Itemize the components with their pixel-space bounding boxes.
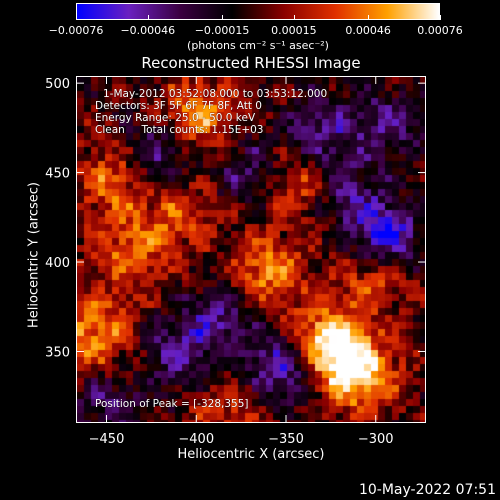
- chart-title: Reconstructed RHESSI Image: [141, 54, 361, 72]
- x-tick-label: −350: [268, 432, 304, 447]
- y-tick-label: 450: [45, 167, 70, 182]
- colorbar-tick-mark: [147, 15, 149, 20]
- annotation-time-range: 1-May-2012 03:52:08.000 to 03:53:12.000: [103, 88, 328, 100]
- colorbar-tick-mark: [222, 15, 224, 20]
- annotation-peak-position: Position of Peak = [-328,355]: [95, 398, 249, 410]
- colorbar-tick-label: −0.00046: [120, 24, 176, 37]
- colorbar-unit-label: (photons cm⁻² s⁻¹ asec⁻²): [187, 39, 329, 52]
- heatmap-image: [77, 77, 425, 422]
- colorbar-tick-mark: [368, 15, 370, 20]
- annotation-detectors: Detectors: 3F 5F 6F 7F 8F, Att 0: [95, 100, 262, 112]
- annotation-energy: Energy Range: 25.0 - 50.0 keV: [95, 112, 256, 124]
- x-tick-label: −450: [89, 432, 125, 447]
- heatmap-plot-area: 1-May-2012 03:52:08.000 to 03:53:12.000 …: [76, 76, 426, 423]
- colorbar-tick-mark: [293, 15, 295, 20]
- colorbar-ticks: −0.00076 −0.00046 −0.00015 0.00015 0.00046 0.…: [0, 0, 500, 60]
- x-tick-label: −300: [358, 432, 394, 447]
- colorbar-tick-label: −0.00076: [48, 24, 104, 37]
- y-axis-label: Heliocentric Y (arcsec): [26, 182, 42, 328]
- footer-timestamp: 10-May-2022 07:51: [358, 482, 496, 498]
- colorbar-tick-label: 0.00046: [345, 24, 391, 37]
- y-tick-label: 350: [45, 345, 70, 360]
- x-axis-label: Heliocentric X (arcsec): [177, 447, 325, 462]
- colorbar-tick-mark: [76, 15, 77, 20]
- colorbar-tick-label: −0.00015: [194, 24, 250, 37]
- colorbar: [76, 3, 440, 20]
- colorbar-tick-label: 0.00015: [271, 24, 317, 37]
- colorbar-tick-mark: [440, 15, 441, 20]
- x-tick-label: −400: [178, 432, 214, 447]
- y-tick-label: 400: [45, 256, 70, 271]
- annotation-clean: Clean Total counts: 1.15E+03: [95, 124, 264, 136]
- y-tick-label: 500: [45, 77, 70, 92]
- colorbar-tick-label: 0.00076: [417, 24, 463, 37]
